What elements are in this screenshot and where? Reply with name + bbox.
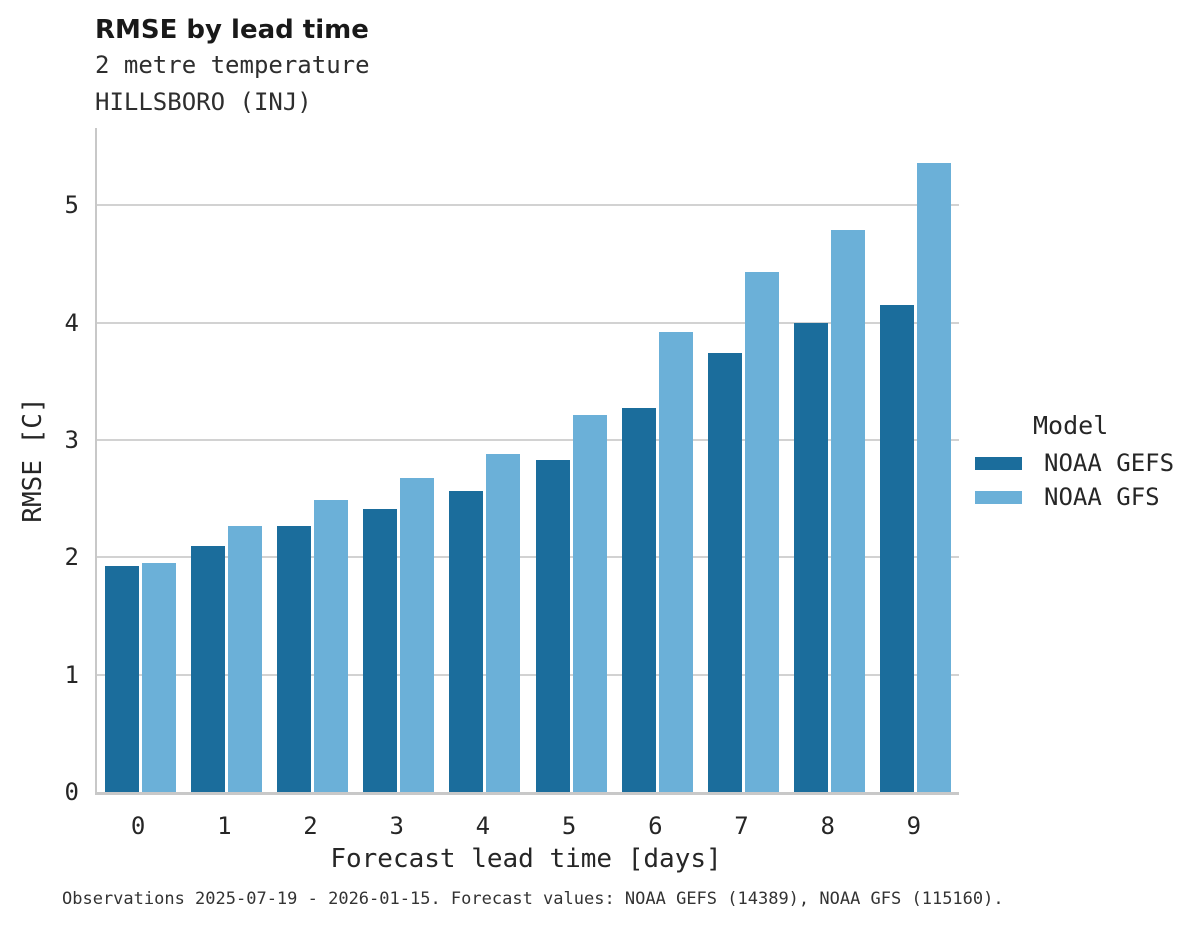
bar-noaa-gfs-day-6 [658,332,693,792]
gridline-y-5 [97,204,959,207]
bar-noaa-gefs-day-3 [363,509,398,792]
bar-noaa-gfs-day-4 [486,454,521,792]
x-tick-4: 4 [475,812,491,840]
legend-swatch-noaa-gfs [975,491,1022,504]
chart-subtitle-variable: 2 metre temperature [95,51,370,79]
bar-noaa-gfs-day-2 [314,499,348,792]
gridline-y-3 [97,439,959,442]
bar-noaa-gefs-day-7 [708,353,742,792]
bar-noaa-gfs-day-5 [572,415,607,792]
bar-noaa-gefs-day-2 [277,525,311,792]
bar-noaa-gfs-day-8 [831,230,866,792]
y-tick-0: 0 [64,778,79,806]
chart-caption: Observations 2025-07-19 - 2026-01-15. Fo… [62,889,1004,909]
bar-noaa-gfs-day-7 [745,272,779,792]
legend-swatch-noaa-gefs [975,457,1022,470]
legend-title: Model [1033,411,1109,440]
gridline-y-4 [97,321,959,324]
x-tick-2: 2 [303,812,318,840]
x-tick-8: 8 [820,812,835,840]
y-tick-2: 2 [64,543,79,572]
x-tick-1: 1 [217,812,232,840]
y-tick-1: 1 [64,660,79,689]
bar-noaa-gfs-day-1 [227,525,262,792]
plot-area [95,128,959,795]
bar-noaa-gefs-day-4 [449,490,484,792]
x-tick-6: 6 [648,812,663,840]
bar-noaa-gefs-day-6 [621,408,656,792]
chart-subtitle-station: HILLSBORO (INJ) [95,88,312,116]
x-tick-9: 9 [906,812,922,840]
bar-noaa-gefs-day-0 [104,565,139,792]
y-tick-4: 4 [64,308,79,337]
x-tick-0: 0 [130,812,146,840]
chart-title: RMSE by lead time [95,15,369,45]
bar-noaa-gefs-day-1 [190,545,225,792]
bar-noaa-gfs-day-0 [141,563,176,792]
bar-noaa-gfs-day-3 [400,477,435,792]
x-tick-5: 5 [561,812,577,840]
y-tick-5: 5 [64,191,79,220]
y-tick-3: 3 [64,426,79,455]
bar-noaa-gefs-day-5 [535,460,570,792]
x-axis-label: Forecast lead time [days] [330,844,722,874]
legend-label-noaa-gefs: NOAA GEFS [1044,449,1175,477]
gridline-y-1 [97,673,959,676]
bar-noaa-gefs-day-9 [880,305,915,792]
gridline-y-2 [97,556,959,559]
x-tick-7: 7 [734,812,749,840]
legend-label-noaa-gfs: NOAA GFS [1044,483,1160,511]
bar-noaa-gfs-day-9 [917,163,952,792]
bar-noaa-gefs-day-8 [794,322,829,792]
x-tick-3: 3 [389,812,404,840]
